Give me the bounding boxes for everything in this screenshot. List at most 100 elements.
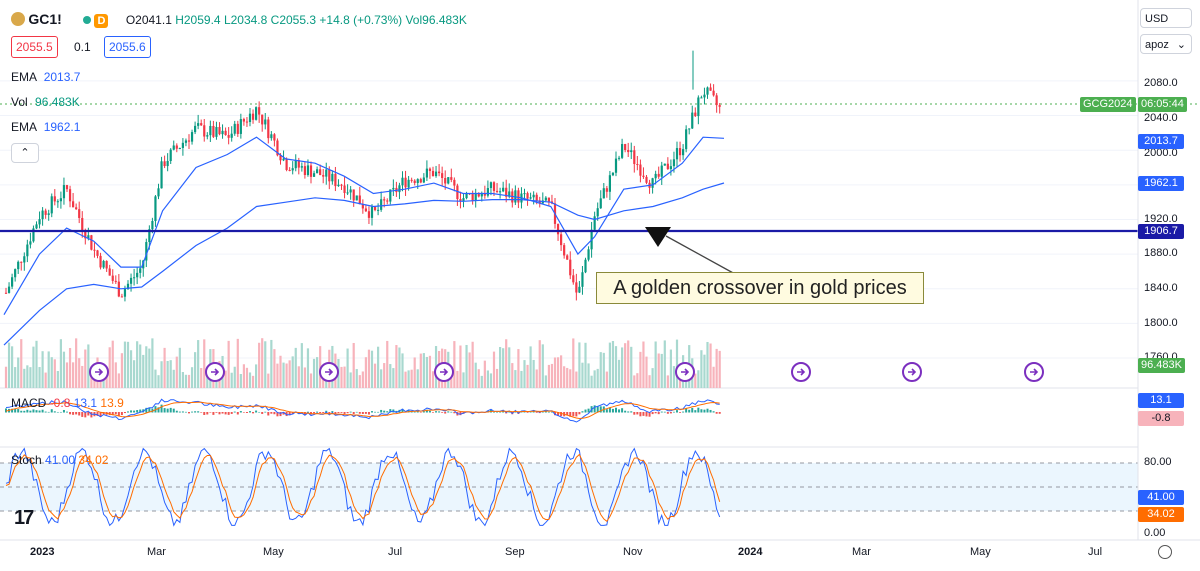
arrow-right-icon: [440, 368, 449, 376]
candle-body: [666, 163, 669, 170]
macd-histogram-bar: [450, 411, 453, 413]
candle-body: [404, 177, 407, 188]
candle-body: [611, 172, 615, 176]
gear-icon[interactable]: [1158, 545, 1172, 559]
macd-histogram-bar: [145, 407, 148, 413]
volume-bar: [53, 359, 56, 388]
collapse-legend-button[interactable]: ⌃: [11, 143, 39, 163]
candle-body: [68, 189, 72, 202]
time-axis-label: May: [970, 546, 991, 558]
volume-bar: [718, 350, 721, 388]
legend-stoch-label: Stoch: [11, 453, 42, 467]
macd-histogram-bar: [432, 412, 434, 413]
macd-histogram-bar: [133, 410, 136, 413]
macd-line-tag: 13.1: [1138, 393, 1184, 408]
volume-bar: [367, 349, 371, 388]
macd-histogram-bar: [84, 412, 87, 418]
candle-body: [276, 140, 279, 156]
candle-body: [462, 198, 465, 202]
volume-bars: [4, 338, 721, 388]
candle-body: [337, 184, 340, 187]
ema-slow-tag: 1962.1: [1138, 176, 1184, 191]
legend-volume[interactable]: Vol 96.483K: [11, 95, 80, 109]
candle-body: [306, 165, 310, 175]
macd-histogram-bar: [633, 412, 636, 415]
candle-body: [495, 190, 499, 192]
delayed-badge[interactable]: D: [94, 14, 109, 28]
macd-histogram-bar: [471, 412, 474, 415]
macd-histogram-bar: [349, 411, 352, 413]
volume-bar: [267, 373, 270, 388]
volume-bar: [20, 339, 23, 388]
sell-price-button[interactable]: 2055.5: [11, 36, 58, 58]
candle-body: [251, 113, 255, 120]
arrow-right-icon: [325, 368, 334, 376]
legend-ema-slow[interactable]: EMA 1962.1: [11, 120, 80, 134]
candle-body: [41, 210, 44, 220]
currency-select[interactable]: USD: [1140, 8, 1192, 28]
candle-body: [343, 185, 346, 193]
volume-bar: [62, 351, 66, 388]
volume-bar: [59, 339, 62, 388]
volume-bar: [364, 357, 367, 388]
close-value: C2055.3: [270, 13, 317, 27]
macd-histogram-bar: [322, 412, 325, 413]
volume-bar: [273, 349, 276, 388]
candle-body: [227, 135, 230, 138]
volume-bar: [227, 340, 230, 388]
volume-bar: [486, 370, 489, 388]
volume-bar: [398, 347, 401, 388]
legend-macd[interactable]: MACD -0.8 13.1 13.9: [11, 396, 124, 410]
macd-histogram-bar: [416, 411, 419, 413]
volume-bar: [569, 369, 572, 388]
volume-bar: [416, 369, 419, 388]
macd-histogram-bar: [639, 412, 642, 417]
candle-body: [703, 94, 706, 98]
candle-body: [154, 196, 157, 222]
volume-value: Vol96.483K: [405, 13, 467, 27]
candle-body: [194, 125, 197, 133]
scale-mode-select[interactable]: apoz ⌄: [1140, 34, 1192, 54]
symbol-header: GC1! D O2041.1 H2059.4 L2034.8 C2055.3 +…: [11, 11, 467, 28]
macd-histogram-bar: [41, 409, 44, 413]
legend-macd-signal: 13.9: [100, 396, 124, 410]
legend-ema-fast[interactable]: EMA 2013.7: [11, 70, 80, 84]
volume-bar: [523, 360, 526, 388]
volume-bar: [175, 356, 178, 388]
volume-bar: [538, 340, 541, 388]
macd-histogram-bar: [380, 409, 383, 413]
candle-body: [349, 189, 352, 193]
event-markers[interactable]: [89, 362, 1044, 382]
volume-bar: [29, 367, 32, 388]
candle-body: [300, 166, 303, 168]
volume-bar: [532, 359, 535, 388]
macd-histogram-bar: [20, 410, 23, 413]
macd-histogram-bar: [328, 412, 331, 414]
candle-body: [367, 211, 371, 218]
volume-bar: [581, 362, 584, 388]
stoch-k-line: [5, 447, 721, 527]
volume-bar: [108, 347, 111, 388]
candle-body: [422, 177, 425, 183]
candle-body: [480, 193, 483, 197]
volume-bar: [300, 343, 303, 388]
volume-bar: [239, 374, 242, 388]
macd-histogram-bar: [200, 412, 203, 413]
macd-histogram-bar: [422, 411, 425, 413]
candle-body: [477, 193, 480, 197]
macd-histogram-bar: [151, 408, 154, 413]
macd-histogram-bar: [663, 411, 666, 413]
candle-body: [669, 166, 672, 170]
macd-histogram-bar: [38, 410, 41, 413]
annotation-callout[interactable]: A golden crossover in gold prices: [596, 272, 924, 304]
volume-bar: [316, 357, 319, 388]
tradingview-logo-icon[interactable]: 17: [14, 507, 34, 529]
macd-histogram-bar: [252, 412, 255, 414]
candle-body: [617, 157, 621, 159]
volume-bar: [492, 351, 496, 388]
legend-stoch[interactable]: Stoch 41.00 34.02: [11, 453, 108, 467]
buy-price-button[interactable]: 2055.6: [104, 36, 151, 58]
symbol-name[interactable]: GC1!: [28, 11, 62, 27]
macd-histogram-bar: [550, 411, 553, 413]
